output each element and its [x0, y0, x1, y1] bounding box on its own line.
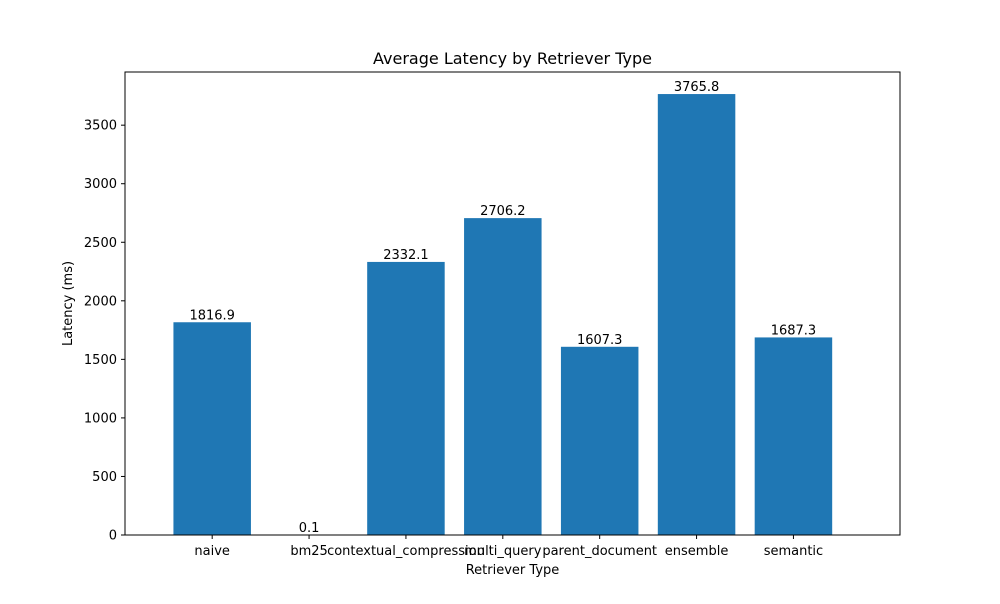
- x-tick-label: naive: [194, 544, 230, 559]
- data-label: 2706.2: [480, 204, 526, 219]
- y-tick-label: 2000: [84, 294, 117, 309]
- data-label: 1687.3: [771, 323, 817, 338]
- y-axis-ticks: 0 500 1000 1500 2000 2500 3000 3500: [84, 119, 125, 544]
- bar-naive: [173, 322, 251, 535]
- y-tick-label: 3000: [84, 177, 117, 192]
- data-label: 0.1: [299, 521, 320, 536]
- y-tick-label: 2500: [84, 236, 117, 251]
- y-tick-label: 1000: [84, 411, 117, 426]
- x-tick-label: multi_query: [464, 544, 542, 559]
- x-tick-label: ensemble: [665, 544, 729, 559]
- data-label: 1607.3: [577, 333, 623, 348]
- y-tick-label: 1500: [84, 353, 117, 368]
- y-axis-label: Latency (ms): [61, 261, 76, 346]
- data-label: 1816.9: [189, 308, 235, 323]
- x-tick-label: semantic: [764, 544, 824, 559]
- x-tick-label: contextual_compression: [327, 544, 485, 559]
- x-tick-label: bm25: [290, 544, 327, 559]
- data-label: 2332.1: [383, 248, 429, 263]
- bar-multi-query: [464, 218, 542, 535]
- bars-group: [173, 94, 832, 535]
- x-axis-label: Retriever Type: [466, 563, 560, 578]
- data-label: 3765.8: [674, 80, 720, 95]
- y-tick-label: 3500: [84, 119, 117, 134]
- y-tick-label: 500: [92, 470, 117, 485]
- y-tick-label: 0: [109, 529, 117, 544]
- x-tick-label: parent_document: [542, 544, 657, 559]
- bar-ensemble: [658, 94, 736, 535]
- bar-semantic: [755, 337, 833, 535]
- bar-contextual-compression: [367, 262, 445, 535]
- bar-parent-document: [561, 347, 639, 535]
- chart-title: Average Latency by Retriever Type: [373, 49, 652, 68]
